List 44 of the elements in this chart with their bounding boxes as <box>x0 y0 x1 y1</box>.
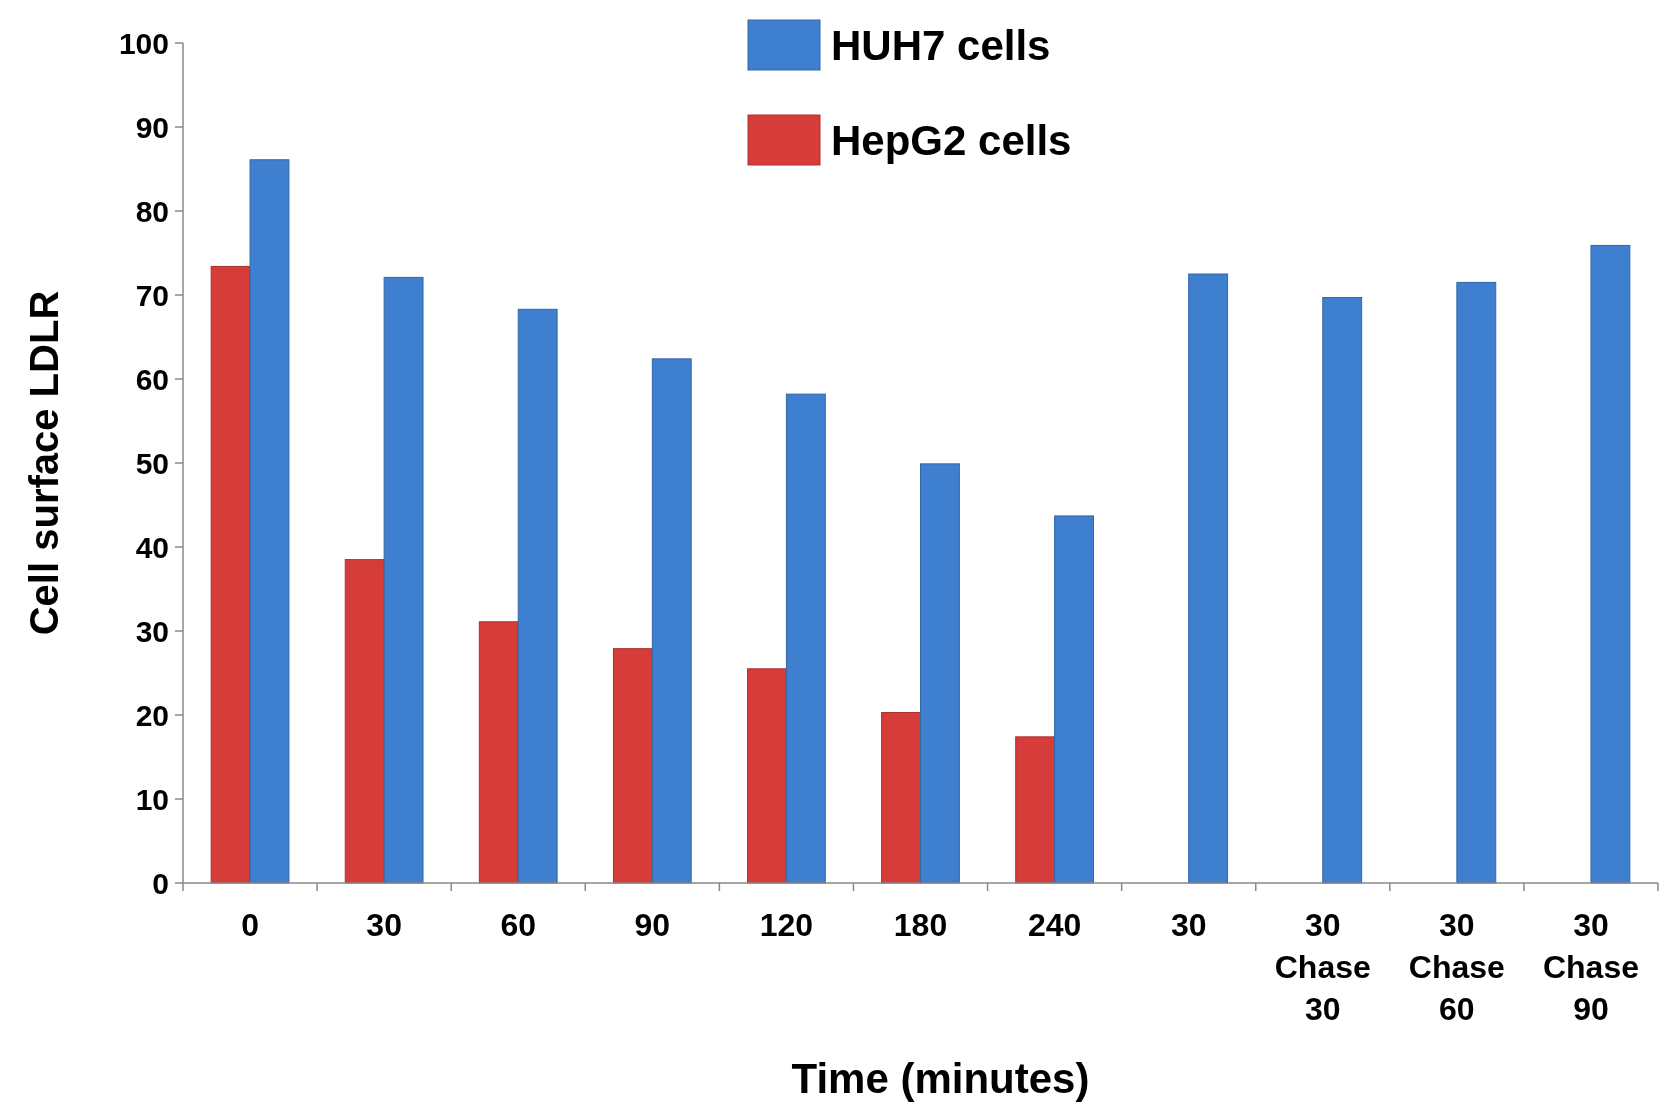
y-tick-label: 20 <box>135 698 169 732</box>
bar <box>1054 515 1094 884</box>
bar <box>785 393 826 884</box>
y-tick-label: 0 <box>152 866 169 900</box>
bar <box>747 668 787 884</box>
y-tick-label: 90 <box>135 110 169 144</box>
bar <box>344 559 385 884</box>
x-tick-label: 30 <box>366 907 402 943</box>
x-tick-label: 60 <box>500 907 537 943</box>
x-tick-label: 30 Chase 30 <box>1274 907 1371 1027</box>
y-tick-label: 100 <box>118 26 169 60</box>
bar <box>1015 736 1056 884</box>
x-tick-label: 30 Chase 90 <box>1542 907 1639 1027</box>
bar <box>651 358 692 884</box>
y-tick-label: 50 <box>135 446 169 480</box>
bar <box>920 463 960 884</box>
y-tick-label: 30 <box>135 614 169 648</box>
x-axis-title: Time (minutes) <box>791 1055 1090 1102</box>
x-tick-label: 30 <box>1170 907 1207 943</box>
y-axis-title: Cell surface LDLR <box>22 290 66 636</box>
y-tick-label: 70 <box>135 278 169 312</box>
x-tick-label: 240 <box>1027 907 1082 943</box>
y-tick-label: 60 <box>135 362 169 396</box>
bar <box>1590 244 1631 884</box>
legend-label: HepG2 cells <box>831 116 1072 164</box>
bar <box>612 648 653 884</box>
x-tick-label: 120 <box>759 907 814 943</box>
y-tick-label: 10 <box>135 782 169 816</box>
bar <box>478 621 519 884</box>
x-tick-label: 180 <box>893 907 948 943</box>
bar <box>210 265 251 884</box>
x-tick-label: 0 <box>241 907 259 943</box>
bar <box>383 276 424 884</box>
bar <box>1188 273 1229 884</box>
y-tick-label: 80 <box>135 194 169 228</box>
bar <box>517 308 558 884</box>
bar <box>1456 281 1497 884</box>
bar <box>881 711 921 884</box>
bar <box>249 159 290 884</box>
bar <box>1322 297 1363 884</box>
x-tick-label: 30 Chase 60 <box>1408 907 1505 1027</box>
x-tick-label: 90 <box>634 907 671 943</box>
y-tick-label: 40 <box>135 530 169 564</box>
legend-label: HUH7 cells <box>831 21 1051 69</box>
